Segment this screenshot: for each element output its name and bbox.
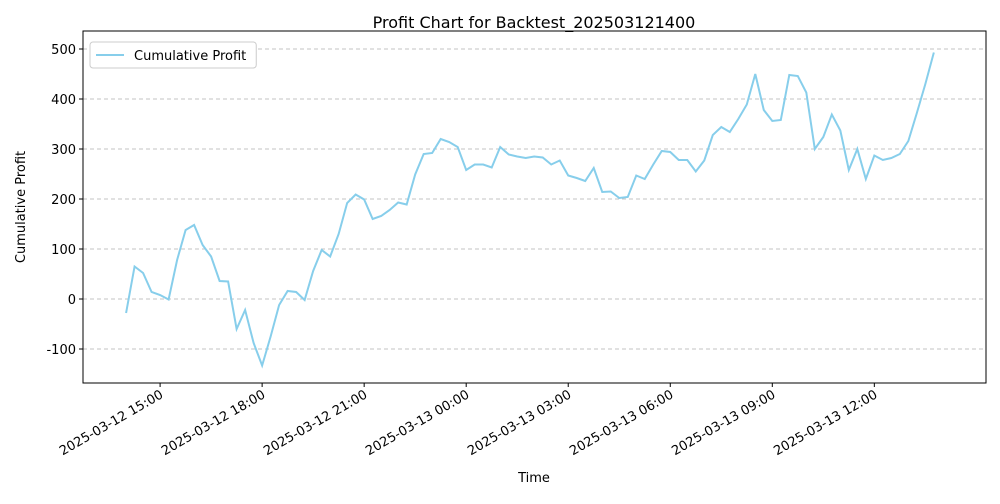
y-axis-label: Cumulative Profit <box>14 151 29 263</box>
x-tick-label: 2025-03-12 21:00 <box>261 387 370 459</box>
x-axis-label: Time <box>517 471 550 486</box>
x-tick-label: 2025-03-12 15:00 <box>57 387 166 459</box>
x-tick-label: 2025-03-13 03:00 <box>465 387 574 459</box>
x-tick-label: 2025-03-13 00:00 <box>363 387 472 459</box>
y-tick-label: 500 <box>51 43 76 58</box>
legend-label: Cumulative Profit <box>134 49 246 64</box>
y-tick-label: 300 <box>51 143 76 158</box>
data-line <box>125 52 935 369</box>
x-tick-label: 2025-03-13 12:00 <box>771 387 880 459</box>
legend-box <box>89 41 257 69</box>
x-tick-label: 2025-03-13 06:00 <box>567 387 676 459</box>
y-tick-label: -100 <box>46 343 76 358</box>
y-tick-label: 0 <box>68 293 76 308</box>
y-tick-label: 200 <box>51 193 76 208</box>
plot-frame <box>82 30 987 384</box>
y-tick-label: 400 <box>51 93 76 108</box>
x-tick-label: 2025-03-13 09:00 <box>669 387 778 459</box>
x-tick-label: 2025-03-12 18:00 <box>159 387 268 459</box>
chart-title: Profit Chart for Backtest_202503121400 <box>373 13 696 33</box>
y-tick-label: 100 <box>51 243 76 258</box>
